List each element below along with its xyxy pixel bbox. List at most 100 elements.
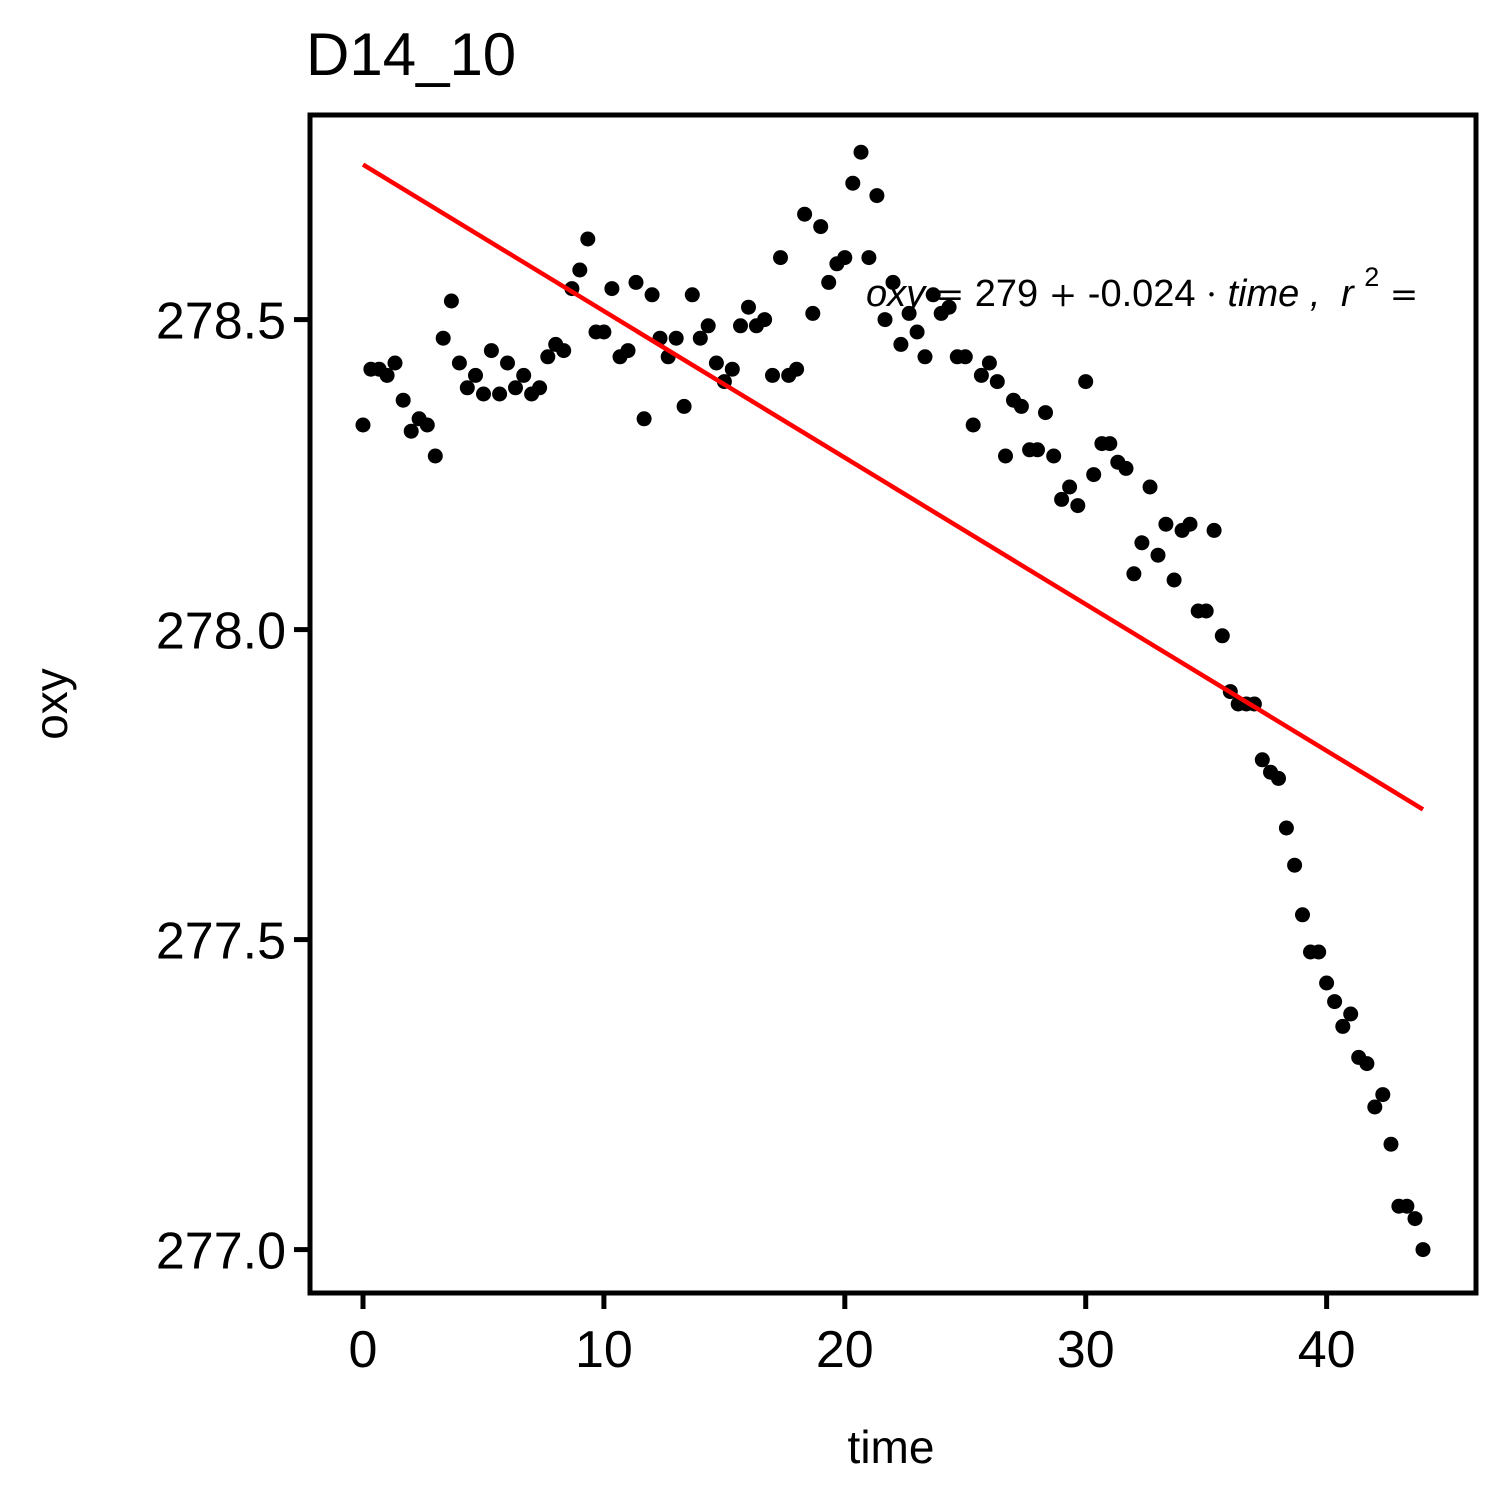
data-point	[508, 380, 523, 396]
data-point	[1086, 467, 1102, 483]
data-point	[492, 386, 508, 402]
data-point	[1254, 752, 1270, 768]
x-axis-label: time	[848, 1421, 935, 1473]
data-point	[1046, 448, 1062, 464]
data-point	[596, 324, 612, 340]
data-point	[1013, 398, 1029, 414]
data-point	[1102, 436, 1118, 452]
data-point	[668, 330, 684, 346]
data-point	[516, 367, 532, 383]
data-point	[893, 336, 909, 352]
data-point	[692, 330, 708, 346]
x-tick-label: 10	[575, 1321, 633, 1379]
equation-intercept: 279	[975, 273, 1038, 315]
data-point	[877, 312, 893, 328]
data-point	[1271, 770, 1286, 786]
data-point	[1206, 522, 1222, 538]
data-point	[1214, 628, 1230, 644]
data-point	[483, 343, 499, 359]
data-point	[1367, 1099, 1383, 1115]
data-point	[459, 380, 475, 396]
x-tick-label: 30	[1057, 1321, 1115, 1379]
data-point	[1343, 1006, 1359, 1022]
data-point	[700, 318, 716, 334]
data-point	[1150, 547, 1166, 563]
equation-trailing-equals: =	[1390, 275, 1419, 315]
data-point	[540, 349, 556, 365]
data-point	[941, 299, 957, 315]
data-point	[765, 367, 780, 383]
data-point	[1383, 1136, 1399, 1152]
equation-equals: =	[936, 275, 965, 315]
data-point	[789, 361, 805, 377]
data-point	[532, 380, 548, 396]
data-point	[355, 417, 371, 433]
y-axis: 277.0 277.5 278.0 278.5	[156, 293, 308, 1281]
data-point	[427, 448, 443, 464]
x-tick-label: 40	[1298, 1321, 1356, 1379]
data-point	[1399, 1198, 1415, 1214]
data-point	[1054, 491, 1070, 507]
data-point	[805, 305, 821, 321]
data-point	[572, 262, 588, 278]
data-point	[845, 175, 861, 191]
data-point	[1295, 907, 1310, 923]
data-point	[435, 330, 451, 346]
equation-r: r	[1341, 273, 1355, 315]
data-point	[957, 349, 973, 365]
data-point	[1359, 1056, 1375, 1072]
data-point	[989, 374, 1005, 390]
plot-frame	[307, 112, 1479, 1296]
data-point	[901, 305, 917, 321]
regression-line	[361, 162, 1425, 812]
data-point	[604, 281, 620, 297]
data-point	[773, 250, 788, 266]
y-tick-label: 278.0	[156, 603, 286, 661]
data-point	[1327, 994, 1343, 1010]
data-point	[1030, 442, 1045, 458]
data-point	[869, 188, 885, 204]
data-point	[1287, 857, 1303, 873]
data-point	[1278, 820, 1294, 836]
data-point	[813, 219, 829, 235]
data-point	[917, 349, 933, 365]
data-point	[821, 274, 837, 290]
data-point	[1062, 479, 1078, 495]
data-point	[419, 417, 435, 433]
data-point	[1158, 516, 1174, 532]
equation-plus: +	[1049, 275, 1078, 315]
regression-equation: oxy = 279 + -0.024 · time , r 2 =	[866, 253, 1418, 315]
data-point	[1415, 1242, 1431, 1258]
data-point	[885, 274, 901, 290]
data-point	[403, 423, 419, 439]
data-point	[1126, 566, 1142, 582]
data-point	[837, 250, 853, 266]
data-point	[644, 287, 660, 303]
y-axis-label: oxy	[25, 668, 77, 740]
data-point	[741, 299, 756, 315]
data-point	[853, 144, 869, 160]
data-point	[1166, 572, 1182, 588]
data-point	[708, 355, 724, 371]
data-point	[395, 392, 411, 408]
data-point	[797, 206, 813, 222]
data-point	[476, 386, 491, 402]
data-point	[676, 398, 692, 414]
data-point	[925, 287, 941, 303]
data-point	[684, 287, 700, 303]
data-point	[580, 231, 596, 247]
data-point	[1311, 944, 1327, 960]
data-point	[1070, 498, 1086, 514]
data-point	[981, 355, 997, 371]
data-point	[1407, 1211, 1423, 1227]
equation-slope: -0.024	[1088, 273, 1196, 315]
data-point	[443, 293, 459, 309]
data-point	[973, 367, 989, 383]
data-point	[1375, 1087, 1391, 1103]
data-point	[733, 318, 748, 334]
data-point	[1134, 535, 1150, 551]
data-point	[998, 448, 1013, 464]
data-point	[1335, 1018, 1351, 1034]
equation-dot: ·	[1206, 275, 1217, 315]
